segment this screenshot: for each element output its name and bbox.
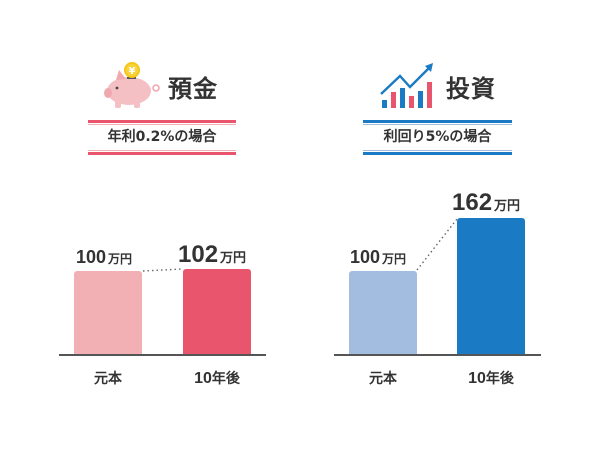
investment-bottom-thick-line [363, 152, 512, 155]
svg-text:¥: ¥ [129, 66, 136, 77]
savings-category-principal: 元本 [94, 371, 122, 387]
investment-top-thin-line [363, 124, 512, 125]
savings-top-thick-line [88, 120, 236, 123]
savings-principal-bar [74, 271, 142, 355]
savings-title: 預金 [168, 75, 218, 103]
investment-title: 投資 [446, 75, 496, 103]
savings-subtitle: 年利0.2%の場合 [107, 129, 217, 145]
savings-bottom-thin-line [88, 150, 236, 151]
savings-category-after: 10年後 [194, 370, 240, 387]
savings-after-value: 102 万円 [178, 241, 247, 268]
investment-top-thick-line [363, 120, 512, 123]
savings-axis-baseline [59, 354, 266, 356]
investment-category-principal: 元本 [369, 371, 397, 387]
savings-principal-value: 100 万円 [76, 247, 133, 267]
piggy-bank-icon: ¥ [104, 62, 160, 108]
savings-bottom-thick-line [88, 152, 236, 155]
investment-principal-value: 100 万円 [350, 247, 407, 267]
investment-bottom-thin-line [363, 150, 512, 151]
investment-principal-bar [349, 271, 417, 355]
savings-top-thin-line [88, 124, 236, 125]
investment-after-bar [457, 218, 525, 355]
savings-after-bar [183, 269, 251, 355]
investment-axis-baseline [334, 354, 541, 356]
investment-after-value: 162 万円 [452, 189, 521, 216]
investment-category-after: 10年後 [468, 370, 514, 387]
investment-subtitle: 利回り5%の場合 [383, 129, 492, 145]
rising-chart-icon [380, 63, 433, 108]
